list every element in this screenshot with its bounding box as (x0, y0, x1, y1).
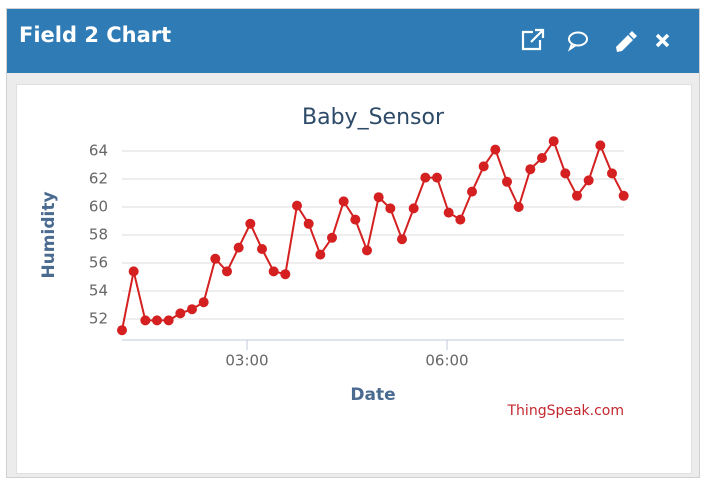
data-point (467, 186, 477, 197)
data-point (618, 190, 629, 201)
close-icon[interactable] (655, 33, 670, 48)
data-point (385, 203, 396, 214)
y-tick-label: 54 (89, 282, 108, 300)
data-point (257, 244, 267, 254)
data-point (222, 266, 232, 277)
data-point (303, 218, 314, 229)
data-point (420, 172, 431, 183)
data-point (128, 266, 139, 277)
x-tick-label: 03:00 (225, 352, 268, 370)
data-point (140, 315, 151, 326)
data-point (432, 172, 442, 183)
data-point (583, 175, 594, 186)
y-tick-label: 56 (89, 254, 108, 272)
data-point (292, 200, 302, 211)
y-tick-label: 52 (89, 310, 108, 328)
data-point (373, 192, 384, 203)
data-point (198, 297, 209, 308)
data-point (525, 164, 536, 175)
y-tick-label: 60 (89, 198, 108, 216)
data-point (502, 176, 512, 187)
data-point (548, 136, 559, 147)
widget-title: Field 2 Chart (19, 23, 172, 47)
data-point (350, 214, 361, 225)
data-point (443, 207, 454, 218)
y-axis-label: Humidity (39, 191, 59, 278)
data-point (233, 242, 244, 253)
data-point (327, 232, 337, 243)
data-point (560, 168, 571, 179)
data-point (187, 304, 197, 315)
open-icon[interactable] (521, 28, 545, 51)
data-point (478, 161, 489, 172)
data-point (362, 245, 372, 256)
data-point (163, 315, 174, 326)
data-point (210, 253, 221, 264)
data-point (490, 144, 501, 155)
data-point (268, 266, 279, 277)
y-tick-label: 62 (89, 170, 108, 188)
comment-icon[interactable] (567, 31, 588, 52)
data-point (245, 218, 256, 229)
widget-panel: Field 2 Chart Baby_Sensor Date Humidity … (6, 8, 700, 478)
data-point (595, 140, 606, 151)
chart-container: Baby_Sensor Date Humidity ThingSpeak.com… (16, 84, 692, 474)
data-point (338, 196, 349, 207)
data-line (121, 139, 625, 331)
header-icons (521, 28, 670, 52)
data-point (175, 308, 186, 319)
data-point (280, 269, 291, 280)
chart: Baby_Sensor Date Humidity ThingSpeak.com… (39, 105, 629, 419)
x-tick-label: 06:00 (425, 352, 468, 370)
data-point (513, 202, 524, 212)
data-point (397, 234, 407, 245)
x-axis-label: Date (350, 385, 395, 405)
data-point (537, 153, 547, 163)
data-point (408, 203, 419, 214)
data-point (117, 325, 127, 336)
y-tick-label: 58 (89, 226, 108, 244)
data-point (607, 168, 617, 179)
y-tick-label: 64 (89, 142, 108, 160)
data-point (572, 190, 582, 201)
data-point (455, 214, 466, 225)
chart-title: Baby_Sensor (302, 105, 445, 130)
edit-icon[interactable] (616, 31, 637, 52)
credit[interactable]: ThingSpeak.com (507, 403, 625, 419)
data-point (152, 315, 162, 326)
widget-header: Field 2 Chart (7, 9, 699, 73)
data-point (315, 249, 326, 260)
